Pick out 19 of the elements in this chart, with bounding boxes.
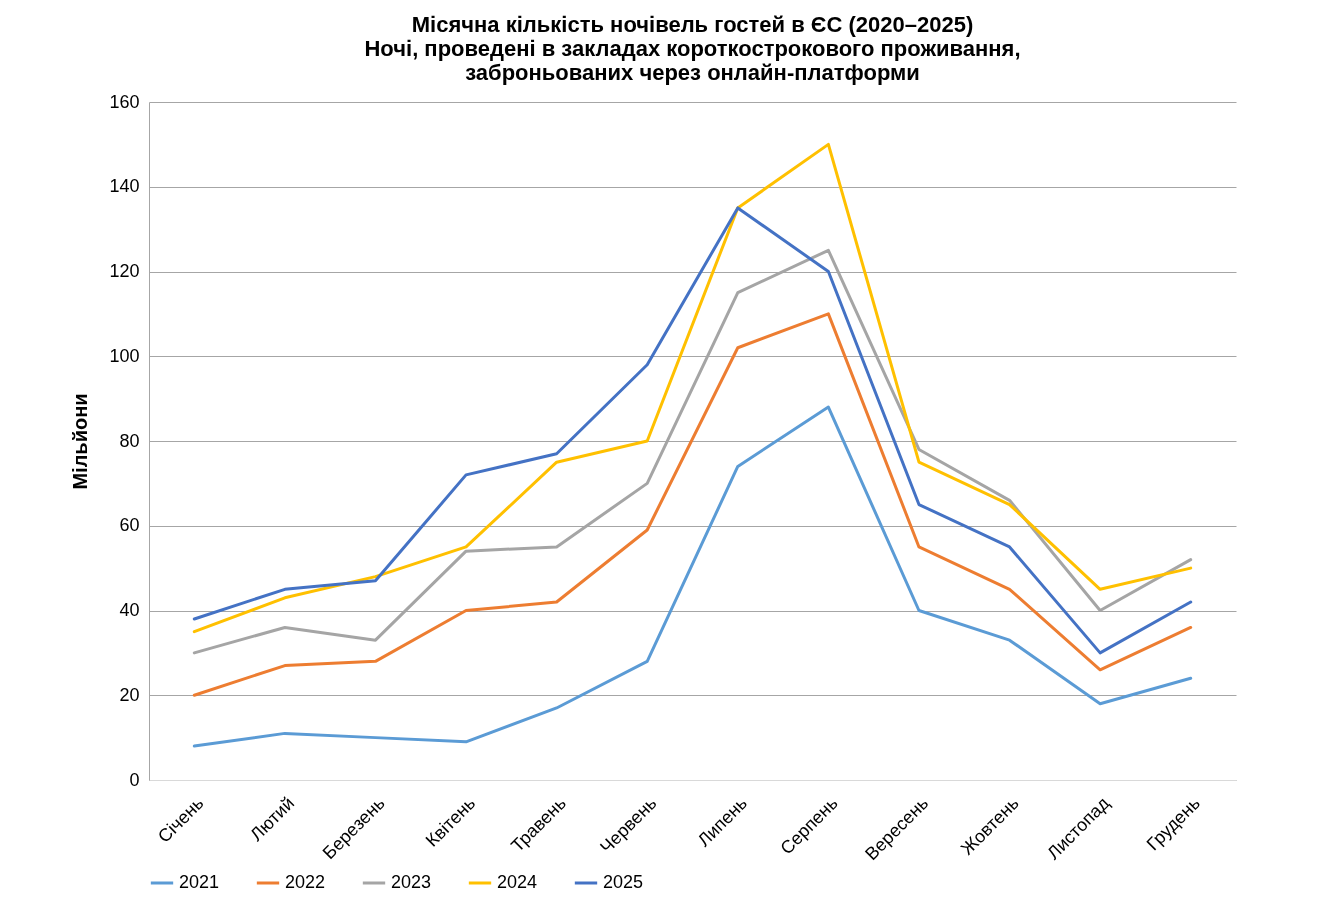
y-tick-label: 140 — [109, 176, 140, 197]
y-tick-label: 40 — [119, 600, 140, 620]
line-series — [192, 142, 1193, 634]
line-series — [192, 405, 1193, 748]
legend-label: 2023 — [391, 872, 432, 892]
legend-label: 2021 — [179, 872, 220, 892]
y-tick-label: 120 — [109, 261, 140, 281]
y-axis-title: Мільйони — [69, 393, 92, 490]
chart-title: Місячна кількість ночівель гостей в ЄС (2020–2025) Ночі, проведені в закладах короткострокового проживання, заброньованих через онлайн-платформи — [364, 12, 1021, 85]
y-tick-label: 100 — [109, 345, 140, 366]
y-tick-label: 160 — [109, 91, 140, 112]
y-tick-label: 20 — [119, 684, 140, 705]
legend-label: 2022 — [285, 872, 326, 892]
legend-label: 2024 — [497, 872, 538, 892]
y-tick-label: 60 — [119, 515, 140, 536]
y-tick-label: 0 — [129, 769, 140, 790]
y-tick-label: 80 — [119, 430, 140, 451]
line-series — [192, 312, 1193, 697]
legend-label: 2025 — [603, 872, 644, 892]
